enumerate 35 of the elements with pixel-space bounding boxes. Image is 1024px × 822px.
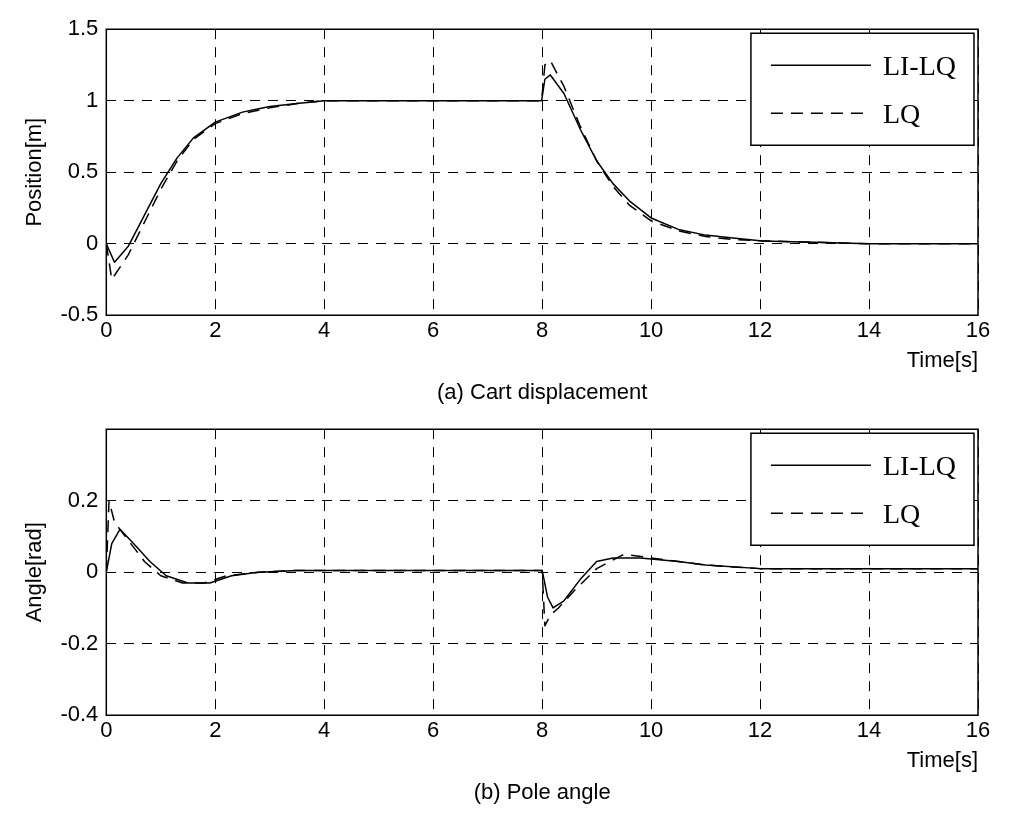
y-tick-label: 0.2 — [67, 486, 99, 512]
y-axis-title: Angle[rad] — [21, 522, 47, 623]
y-tick-label: -0.2 — [60, 629, 99, 655]
y-tick-label: -0.5 — [60, 301, 99, 327]
legend-label: LQ — [882, 497, 921, 529]
x-tick-label: 4 — [318, 317, 331, 343]
y-tick-label: -0.4 — [60, 701, 99, 727]
x-tick-label: 16 — [965, 717, 991, 743]
legend-label: LI-LQ — [882, 49, 956, 81]
x-tick-label: 8 — [536, 317, 549, 343]
y-axis-title: Position[m] — [21, 117, 47, 227]
x-tick-label: 6 — [427, 317, 440, 343]
x-tick-label: 10 — [638, 717, 664, 743]
y-tick-label: 0.5 — [67, 158, 99, 184]
x-tick-label: 12 — [747, 717, 773, 743]
y-tick-label: 1 — [86, 86, 99, 112]
x-tick-label: 14 — [856, 717, 882, 743]
x-tick-label: 12 — [747, 317, 773, 343]
x-tick-label: 10 — [638, 317, 664, 343]
x-tick-label: 2 — [209, 717, 222, 743]
x-tick-label: 2 — [209, 317, 222, 343]
legend-label: LQ — [882, 97, 921, 129]
x-tick-label: 14 — [856, 317, 882, 343]
x-tick-label: 6 — [427, 717, 440, 743]
legend-label: LI-LQ — [882, 449, 956, 481]
x-tick-label: 4 — [318, 717, 331, 743]
x-axis-title: Time[s] — [906, 346, 978, 372]
x-tick-label: 8 — [536, 717, 549, 743]
x-tick-label: 16 — [965, 317, 991, 343]
text: (a) Cart displacement — [437, 379, 648, 405]
text: (b) Pole angle — [473, 779, 611, 805]
y-tick-label: 0 — [86, 558, 99, 584]
x-axis-title: Time[s] — [906, 746, 978, 772]
y-tick-label: 0 — [86, 229, 99, 255]
y-tick-label: 1.5 — [67, 15, 99, 41]
